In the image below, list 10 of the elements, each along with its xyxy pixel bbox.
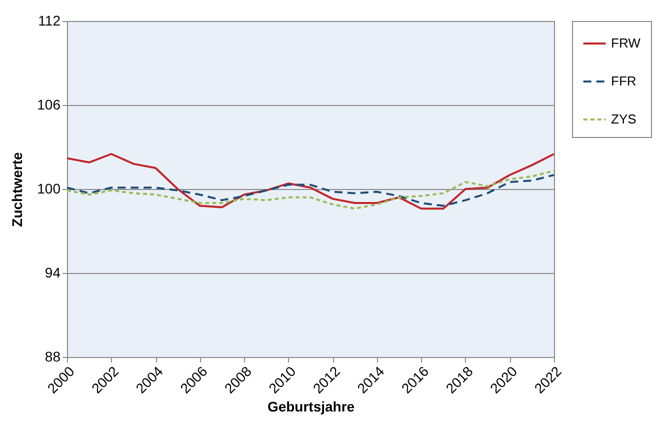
y-tick-label: 88 (44, 348, 61, 364)
legend-label: FFR (611, 74, 636, 88)
y-tick-label: 94 (44, 264, 61, 280)
y-tick-label: 112 (38, 12, 61, 28)
y-tick-label: 100 (37, 180, 61, 196)
legend-label: ZYS (611, 112, 637, 126)
legend-label: FRW (611, 36, 642, 50)
y-axis-title: Zuchtwerte (9, 152, 26, 227)
y-tick-label: 106 (37, 96, 61, 112)
x-axis-title: Geburtsjahre (267, 398, 355, 414)
